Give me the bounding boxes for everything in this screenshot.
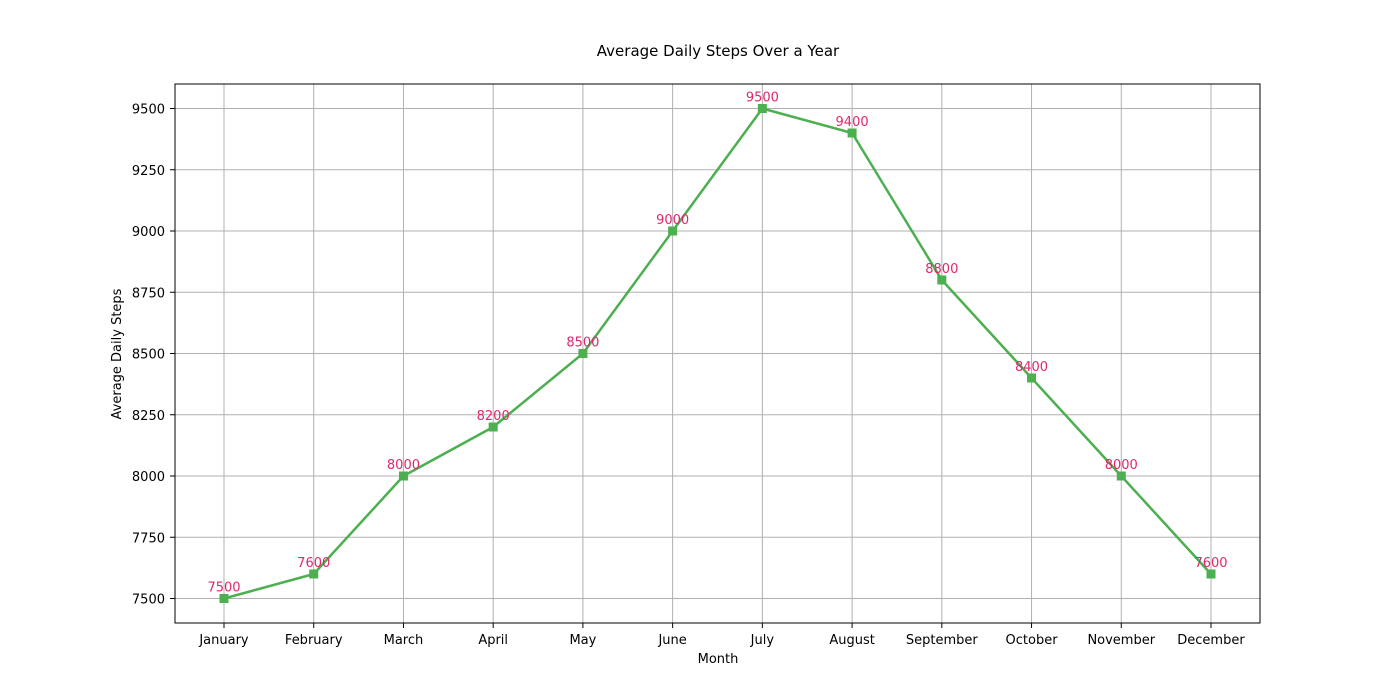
- data-label: 8200: [477, 409, 510, 424]
- y-tick-label: 9250: [132, 164, 165, 179]
- data-point-marker: [1116, 471, 1126, 481]
- x-tick-label: September: [906, 633, 979, 648]
- x-tick-label: April: [478, 633, 508, 648]
- x-tick-label: June: [657, 633, 686, 648]
- data-point-marker: [488, 422, 498, 432]
- data-label: 9400: [836, 115, 869, 130]
- data-label: 7600: [1194, 556, 1227, 571]
- x-tick-label: August: [829, 633, 875, 648]
- x-axis-label: Month: [698, 652, 739, 667]
- data-label: 9000: [656, 213, 689, 228]
- y-tick-label: 9500: [132, 103, 165, 118]
- data-point-marker: [1027, 373, 1037, 383]
- data-label: 8500: [566, 336, 599, 351]
- chart-title: Average Daily Steps Over a Year: [597, 42, 840, 60]
- data-label: 7600: [297, 556, 330, 571]
- y-tick-label: 9000: [132, 225, 165, 240]
- y-tick-label: 7500: [132, 593, 165, 608]
- x-tick-label: July: [750, 633, 775, 648]
- data-point-marker: [578, 349, 588, 358]
- y-tick-label: 8000: [132, 470, 165, 485]
- data-label: 9500: [746, 91, 779, 106]
- x-tick-label: October: [1006, 633, 1059, 648]
- data-point-marker: [937, 275, 947, 285]
- data-label: 7500: [207, 581, 240, 596]
- data-point-marker: [668, 226, 678, 236]
- data-point-marker: [847, 128, 857, 138]
- plot-frame: [174, 83, 1261, 624]
- data-point-marker: [757, 104, 767, 113]
- label-layer: 7500 7600 8000 8200 8500 9000 9500 9400 8800 8400…: [207, 91, 1227, 596]
- y-tick-label: 7750: [132, 531, 165, 546]
- y-axis-label: Average Daily Steps: [110, 288, 125, 419]
- grid-layer: [175, 84, 1260, 623]
- data-label: 8000: [1105, 458, 1138, 473]
- y-tick-label: 8750: [132, 286, 165, 301]
- y-tick-label: 8500: [132, 348, 165, 363]
- data-label: 8800: [925, 262, 958, 277]
- x-tick-label: March: [384, 633, 424, 648]
- x-tick-label: May: [569, 633, 596, 648]
- series-line: [222, 107, 1213, 600]
- x-tick-label: January: [198, 633, 249, 648]
- y-tick-label: 8250: [132, 409, 165, 424]
- data-point-marker: [309, 569, 319, 579]
- x-tick-label: December: [1177, 633, 1245, 648]
- data-point-marker: [398, 471, 408, 481]
- data-point-marker: [1206, 569, 1216, 579]
- series-layer: [219, 104, 1216, 603]
- axes-layer: January February March April May June July Augu…: [132, 83, 1261, 648]
- x-tick-label: February: [285, 633, 343, 648]
- data-point-marker: [219, 594, 229, 603]
- data-label: 8400: [1015, 360, 1048, 375]
- data-label: 8000: [387, 458, 420, 473]
- x-tick-label: November: [1087, 633, 1155, 648]
